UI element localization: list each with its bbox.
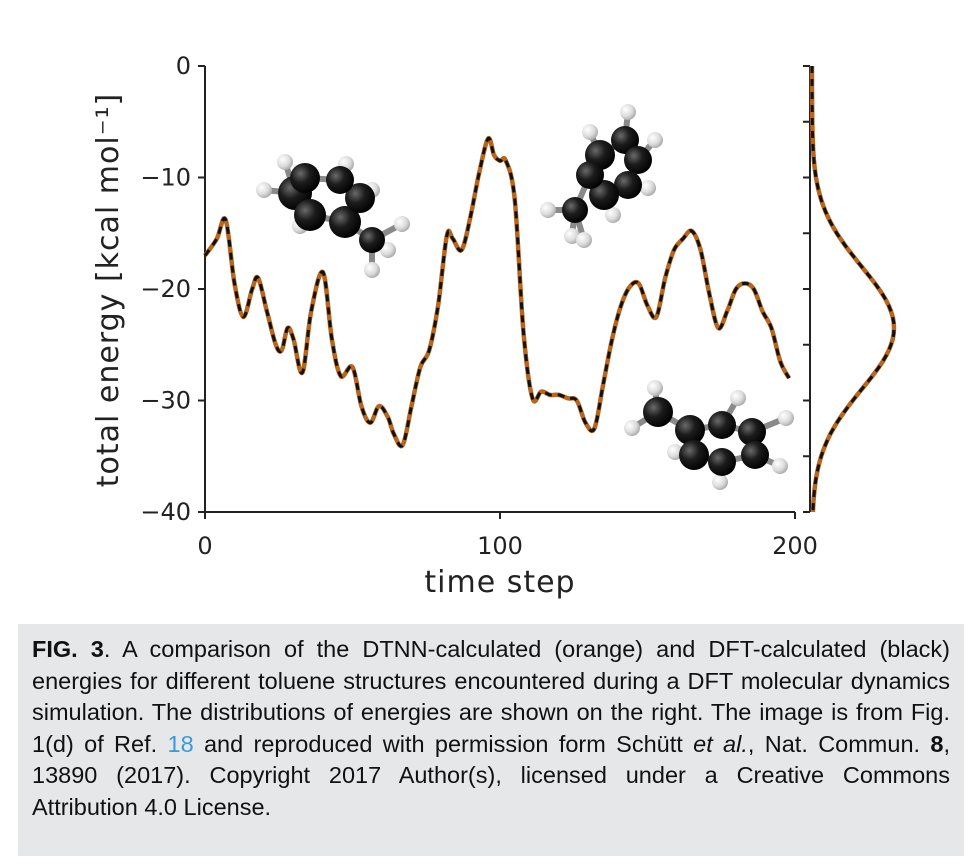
caption-text: and reproduced with permission form Schü… <box>193 730 694 757</box>
hydrogen-atom <box>540 202 556 218</box>
y-axis-title: total energy [kcal mol⁻¹] <box>91 93 126 488</box>
hydrogen-atom <box>582 124 598 140</box>
hydrogen-atom <box>730 390 746 406</box>
hydrogen-atom <box>620 104 636 120</box>
hydrogen-atom <box>640 180 656 196</box>
hydrogen-atom <box>667 444 683 460</box>
hydrogen-atom <box>364 262 380 278</box>
dtnn-distribution-curve <box>809 66 897 513</box>
hydrogen-atom <box>772 458 788 474</box>
carbon-atom <box>738 418 766 446</box>
caption-label: FIG. 3 <box>32 636 104 662</box>
carbon-atom <box>589 180 619 210</box>
carbon-atom <box>290 163 320 193</box>
carbon-atom <box>741 441 769 469</box>
caption-text: , Nat. Commun. <box>747 730 931 757</box>
carbon-atom <box>576 161 604 189</box>
x-axis-title: time step <box>424 565 575 600</box>
carbon-atom <box>624 146 652 174</box>
toluene-molecule-image <box>624 380 794 490</box>
dft-energy-line <box>203 136 791 448</box>
carbon-atom <box>294 199 326 231</box>
x-tick-label: 200 <box>772 532 818 560</box>
series-layer <box>203 136 792 449</box>
hydrogen-atom <box>576 232 592 248</box>
carbon-atom <box>562 197 588 223</box>
reference-link[interactable]: 18 <box>167 730 194 757</box>
carbon-atom <box>359 227 385 253</box>
figure-caption: FIG. 3. A comparison of the DTNN-calcula… <box>18 624 964 856</box>
hydrogen-atom <box>394 216 410 232</box>
y-tick-label: −10 <box>140 164 191 192</box>
caption-etal: et al. <box>693 730 748 757</box>
dft-distribution-curve <box>810 66 896 513</box>
carbon-atom <box>329 206 361 238</box>
hydrogen-atom <box>647 132 663 148</box>
caption-text: , 13890 (2017). Copyright 2017 Author(s)… <box>32 730 950 820</box>
hydrogen-atom <box>256 182 272 198</box>
hydrogen-atom <box>712 474 728 490</box>
carbon-atom <box>345 183 375 213</box>
hydrogen-atom <box>778 410 794 426</box>
toluene-molecule-image <box>540 104 663 248</box>
x-tick-label: 0 <box>197 532 212 560</box>
energy-figure: 0−10−20−30−400 100 200 total energy [kcal … <box>91 52 897 600</box>
hydrogen-atom <box>277 154 293 170</box>
carbon-atom <box>326 166 354 194</box>
y-tick-label: −30 <box>140 387 191 415</box>
hydrogen-atom <box>605 207 621 223</box>
carbon-atom <box>675 415 705 445</box>
main-axes: 0−10−20−30−400 100 200 <box>140 52 818 560</box>
caption-text: . A comparison of the DTNN-calculated (o… <box>32 636 950 757</box>
y-tick-label: −20 <box>140 275 191 303</box>
carbon-atom <box>643 397 673 427</box>
carbon-atom <box>708 448 736 476</box>
carbon-atom <box>611 126 639 154</box>
hydrogen-atom <box>624 420 640 436</box>
carbon-atom <box>614 171 642 199</box>
hydrogen-atom <box>380 242 396 258</box>
hydrogen-atom <box>647 380 663 396</box>
distribution-panel <box>803 65 897 513</box>
carbon-atom <box>679 440 709 470</box>
carbon-atom <box>708 411 736 439</box>
y-tick-label: −40 <box>140 498 191 526</box>
x-tick-label: 100 <box>477 532 523 560</box>
toluene-molecule-image <box>256 154 410 278</box>
caption-volume: 8 <box>930 730 944 757</box>
y-tick-label: 0 <box>176 52 191 80</box>
